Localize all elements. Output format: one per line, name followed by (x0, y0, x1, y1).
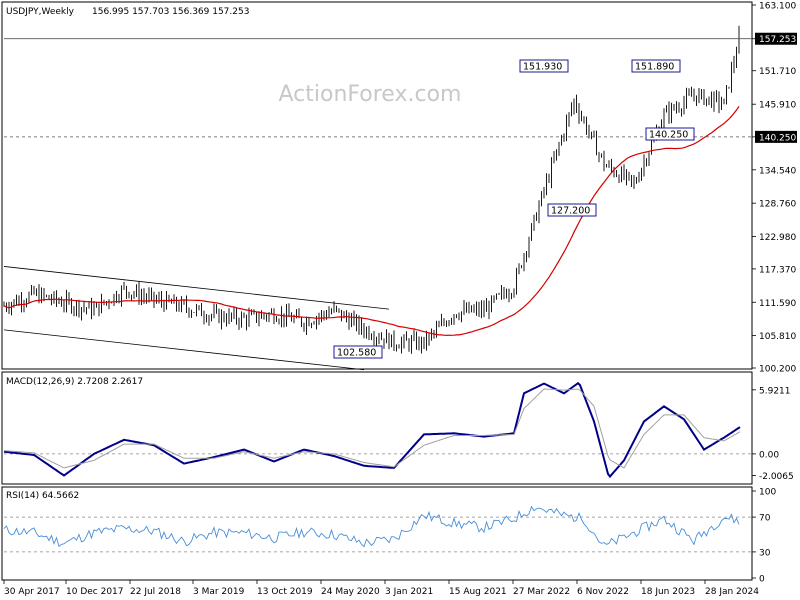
x-axis-label: 10 Dec 2017 (66, 587, 124, 597)
macd-axis: 5.9211 0.00 -2.0065 (752, 386, 794, 482)
macd-panel-frame (1, 371, 753, 485)
level-label-box (645, 127, 695, 141)
x-axis-label: 27 Mar 2022 (513, 587, 570, 597)
macd-axis-label: 0.00 (759, 450, 779, 460)
price-axis-label: 163.100 (759, 2, 796, 12)
watermark: ActionForex.com (279, 82, 462, 107)
price-tag-label: 140.250 (759, 133, 796, 143)
level-label: 151.890 (635, 62, 674, 73)
macd-axis-label: 5.9211 (759, 386, 791, 396)
channel-upper-line (3, 266, 390, 310)
macd-lines (3, 381, 752, 479)
price-axis-label: 134.540 (759, 166, 796, 176)
level-label-box (333, 345, 383, 359)
price-axis-label: 145.910 (759, 101, 796, 111)
level-label: 140.250 (649, 130, 688, 141)
level-label-box (631, 59, 681, 73)
level-label-box (547, 203, 597, 217)
macd-panel-header: MACD(12,26,9) 2.7208 2.2617 (6, 377, 143, 387)
rsi-axis-label: 100 (759, 488, 776, 498)
x-axis-label: 3 Mar 2019 (193, 587, 245, 597)
price-panel-header: USDJPY,Weekly (6, 7, 75, 17)
price-axis: 163.100 157.253 151.710 145.910 140.250 134.5… (752, 2, 797, 375)
rsi-panel-header: RSI(14) 64.5662 (6, 491, 79, 501)
rsi-axis-label: 30 (759, 548, 771, 558)
x-axis-label: 30 Apr 2017 (4, 587, 60, 597)
x-axis-label: 15 Aug 2021 (449, 587, 507, 597)
price-axis-label: 128.760 (759, 200, 796, 210)
macd-signal-line (3, 388, 741, 469)
x-axis-label: 22 Jul 2018 (130, 587, 181, 597)
rsi-axis-label: 70 (759, 514, 771, 524)
rsi-axis: 100 70 30 0 (752, 488, 776, 585)
price-axis-label: 117.370 (759, 265, 796, 275)
rsi-panel-frame (1, 486, 753, 581)
macd-axis-label: -2.0065 (759, 472, 794, 482)
price-tag-bg (755, 130, 797, 143)
x-axis-label: 18 Jun 2023 (641, 587, 695, 597)
moving-average-line (3, 106, 740, 337)
level-label-box (519, 59, 569, 73)
level-label: 127.200 (551, 206, 590, 217)
rsi-line (3, 505, 740, 548)
price-lines (3, 38, 752, 371)
x-axis-label: 24 May 2020 (321, 587, 380, 597)
level-label: 151.930 (523, 62, 562, 73)
x-axis: 30 Apr 2017 10 Dec 2017 22 Jul 2018 3 Mar 2… (3, 580, 759, 597)
x-axis-label: 3 Jan 2021 (385, 587, 433, 597)
level-label: 102.580 (337, 348, 376, 359)
price-axis-label: 111.590 (759, 299, 796, 309)
macd-line (3, 381, 741, 479)
price-tag-bg (755, 32, 797, 45)
channel-lower-line (3, 329, 365, 371)
price-tag-label: 157.253 (759, 35, 796, 45)
x-axis-label: 6 Nov 2022 (577, 587, 629, 597)
price-axis-label: 100.200 (759, 365, 796, 375)
rsi-axis-label: 0 (759, 575, 765, 585)
price-axis-label: 122.980 (759, 233, 796, 243)
x-axis-label: 13 Oct 2019 (257, 587, 313, 597)
price-annotations: 151.930 151.890 140.250 127.200 102.580 (333, 59, 695, 359)
price-panel-frame (1, 1, 753, 370)
price-ohlc-readout: 156.995 157.703 156.369 157.253 (92, 7, 249, 17)
x-axis-label: 28 Jan 2024 (705, 587, 759, 597)
price-axis-label: 151.710 (759, 67, 796, 77)
rsi-lines (3, 505, 752, 553)
price-axis-label: 105.810 (759, 332, 796, 342)
